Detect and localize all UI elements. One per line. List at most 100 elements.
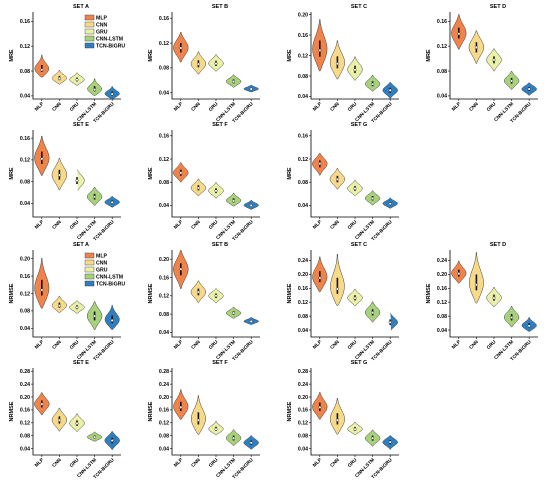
x-tick-label: MLP [173, 219, 185, 231]
violin-median-point [318, 276, 322, 280]
y-tick-label: 0.16 [298, 134, 308, 140]
x-tick-label: CNN [190, 457, 202, 469]
y-tick-label: 0.12 [20, 44, 30, 50]
axis-lines [32, 130, 121, 218]
panel-nrmse-set-f: SET F 0.04 0.08 0.12 0.16 0.20 0.24 0.28 NRMSE ML… [148, 360, 260, 480]
y-tick-label: 0.16 [298, 33, 308, 39]
legend-swatch [84, 14, 95, 21]
violin-median-point [196, 290, 200, 294]
x-tick-label: GRU [69, 219, 81, 231]
x-tick-label: MLP [173, 457, 185, 469]
axis-lines [171, 250, 260, 338]
y-tick-label: 0.04 [159, 446, 169, 452]
x-tick-label: CNN [190, 339, 202, 351]
y-tick-label: 0.08 [159, 433, 169, 439]
panel-title: SET B [212, 242, 228, 248]
x-tick-label: MLP [173, 339, 185, 351]
y-axis-label: MRE [9, 49, 15, 62]
legend-swatch [84, 266, 95, 273]
violin-median-point [75, 179, 79, 183]
y-tick-label: 0.04 [298, 203, 308, 209]
violin-median-point [40, 288, 44, 292]
violin-median-point [196, 62, 200, 66]
panel-title: SET G [351, 122, 368, 128]
violin-median-point [388, 202, 392, 206]
y-tick-label: 0.08 [298, 180, 308, 186]
y-tick-label: 0.20 [298, 395, 308, 401]
violin-median-point [57, 304, 61, 308]
violin-median-point [57, 76, 61, 80]
y-tick-label: 0.24 [159, 382, 169, 388]
violin-tcn-bigru [390, 312, 398, 331]
x-tick-label: GRU [208, 339, 220, 351]
y-tick-label: 0.08 [20, 433, 30, 439]
axis-lines [171, 12, 260, 100]
violin-median-point [40, 402, 44, 406]
violin-median-point [371, 196, 375, 200]
axis-lines [32, 250, 121, 338]
y-tick-label: 0.16 [20, 274, 30, 280]
violin-median-point [353, 427, 357, 431]
y-tick-label: 0.16 [159, 16, 169, 22]
legend-label: CNN [96, 260, 107, 266]
y-tick-label: 0.12 [159, 294, 169, 300]
violin-median-point [371, 436, 375, 440]
x-tick-label: GRU [347, 457, 359, 469]
y-tick-label: 0.24 [437, 258, 447, 264]
violin-median-point [40, 68, 44, 72]
y-tick-label: 0.20 [159, 257, 169, 263]
y-tick-label: 0.24 [298, 258, 308, 264]
y-tick-label: 0.20 [298, 12, 308, 18]
violin-median-point [214, 62, 218, 66]
panel-title: SET D [490, 242, 506, 248]
x-tick-label: CNN [51, 101, 63, 113]
y-tick-label: 0.16 [437, 286, 447, 292]
violin-median-point [457, 32, 461, 36]
y-tick-label: 0.08 [159, 66, 169, 72]
y-tick-label: 0.08 [437, 69, 447, 75]
panel-nrmse-set-g: SET G 0.04 0.08 0.12 0.16 0.20 0.24 0.28 NRMSE ML… [287, 360, 399, 480]
y-tick-label: 0.12 [20, 158, 30, 164]
legend-swatch [84, 252, 95, 259]
x-tick-label: CNN [468, 101, 480, 113]
y-axis-label: MRE [9, 167, 15, 180]
x-tick-label: MLP [34, 219, 46, 231]
panel-title: SET C [351, 242, 367, 248]
panel-nrmse-set-c: SET C 0.04 0.08 0.12 0.16 0.20 0.24 NRMSE MLP CNN… [287, 242, 399, 362]
y-tick-label: 0.04 [20, 446, 30, 452]
panel-title: SET B [212, 4, 228, 10]
x-tick-label: MLP [312, 339, 324, 351]
y-tick-label: 0.20 [159, 395, 169, 401]
y-tick-label: 0.16 [159, 275, 169, 281]
violin-median-point [249, 441, 253, 445]
violin-median-point [492, 296, 496, 300]
x-tick-label: CNN [329, 219, 341, 231]
y-tick-label: 0.28 [159, 369, 169, 375]
x-tick-label: CNN [51, 339, 63, 351]
y-tick-label: 0.08 [437, 314, 447, 320]
x-tick-label: MLP [34, 339, 46, 351]
violin-median-point [110, 439, 114, 443]
violin-median-point [457, 272, 461, 276]
y-tick-label: 0.08 [298, 314, 308, 320]
x-tick-label: MLP [312, 101, 324, 113]
y-tick-label: 0.28 [298, 369, 308, 375]
y-tick-label: 0.08 [20, 69, 30, 75]
x-tick-label: CNN [51, 457, 63, 469]
y-tick-label: 0.20 [20, 395, 30, 401]
y-tick-label: 0.16 [159, 408, 169, 414]
x-tick-label: CNN [329, 339, 341, 351]
violin-median-point [232, 80, 236, 84]
y-tick-label: 0.08 [159, 180, 169, 186]
panel-title: SET A [73, 242, 89, 248]
x-tick-label: GRU [347, 219, 359, 231]
x-tick-label: GRU [347, 339, 359, 351]
violin-median-point [510, 316, 514, 320]
y-axis-label: MRE [148, 49, 154, 62]
violin-median-point [353, 68, 357, 72]
